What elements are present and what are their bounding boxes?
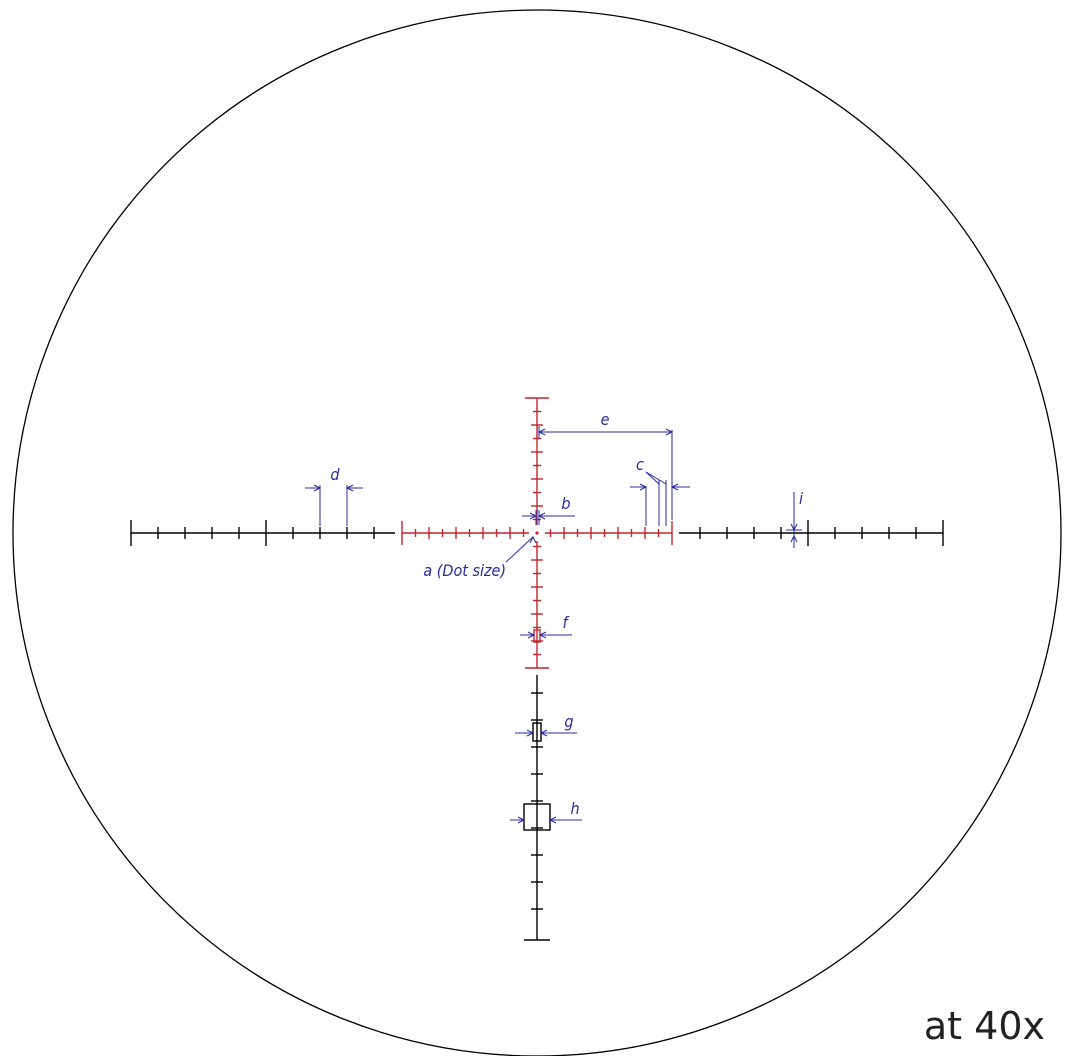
dimension-annotations: [305, 426, 802, 821]
label-e: e: [601, 410, 610, 429]
arrowhead: [529, 535, 537, 544]
c-leader: [645, 471, 660, 485]
label-d: d: [330, 465, 340, 484]
label-h: h: [570, 799, 579, 818]
g-rectangle: [532, 722, 542, 742]
arrowhead: [517, 816, 526, 824]
label-a: a (Dot size): [423, 561, 506, 580]
arrowhead: [539, 729, 548, 737]
label-b: b: [561, 494, 570, 513]
arrowhead: [790, 523, 798, 532]
arrowhead: [529, 512, 538, 520]
arrowhead: [537, 428, 546, 436]
c-leader: [645, 471, 667, 485]
arrowhead: [526, 729, 535, 737]
arrowhead: [790, 534, 798, 543]
arrowhead: [537, 512, 546, 520]
dimension-arrowheads: [313, 428, 798, 824]
label-c: c: [636, 455, 644, 474]
label-i: i: [799, 489, 803, 508]
center-dot: [535, 531, 539, 535]
f-rectangle: [533, 629, 541, 643]
arrowhead: [345, 484, 354, 492]
arrowhead: [665, 428, 674, 436]
arrowhead: [313, 484, 322, 492]
arrowhead: [639, 483, 648, 491]
arrowhead: [548, 816, 557, 824]
arrowhead: [670, 483, 679, 491]
label-f: f: [562, 613, 569, 632]
arrowhead: [538, 631, 547, 639]
magnification-label: at 40x: [923, 1004, 1045, 1048]
center-reticle-red: [401, 397, 673, 669]
label-g: g: [564, 712, 573, 731]
h-rectangle: [523, 803, 551, 831]
arrowhead: [527, 631, 536, 639]
a-leader-line: [505, 536, 534, 563]
outer-reticle-black: [130, 520, 944, 941]
